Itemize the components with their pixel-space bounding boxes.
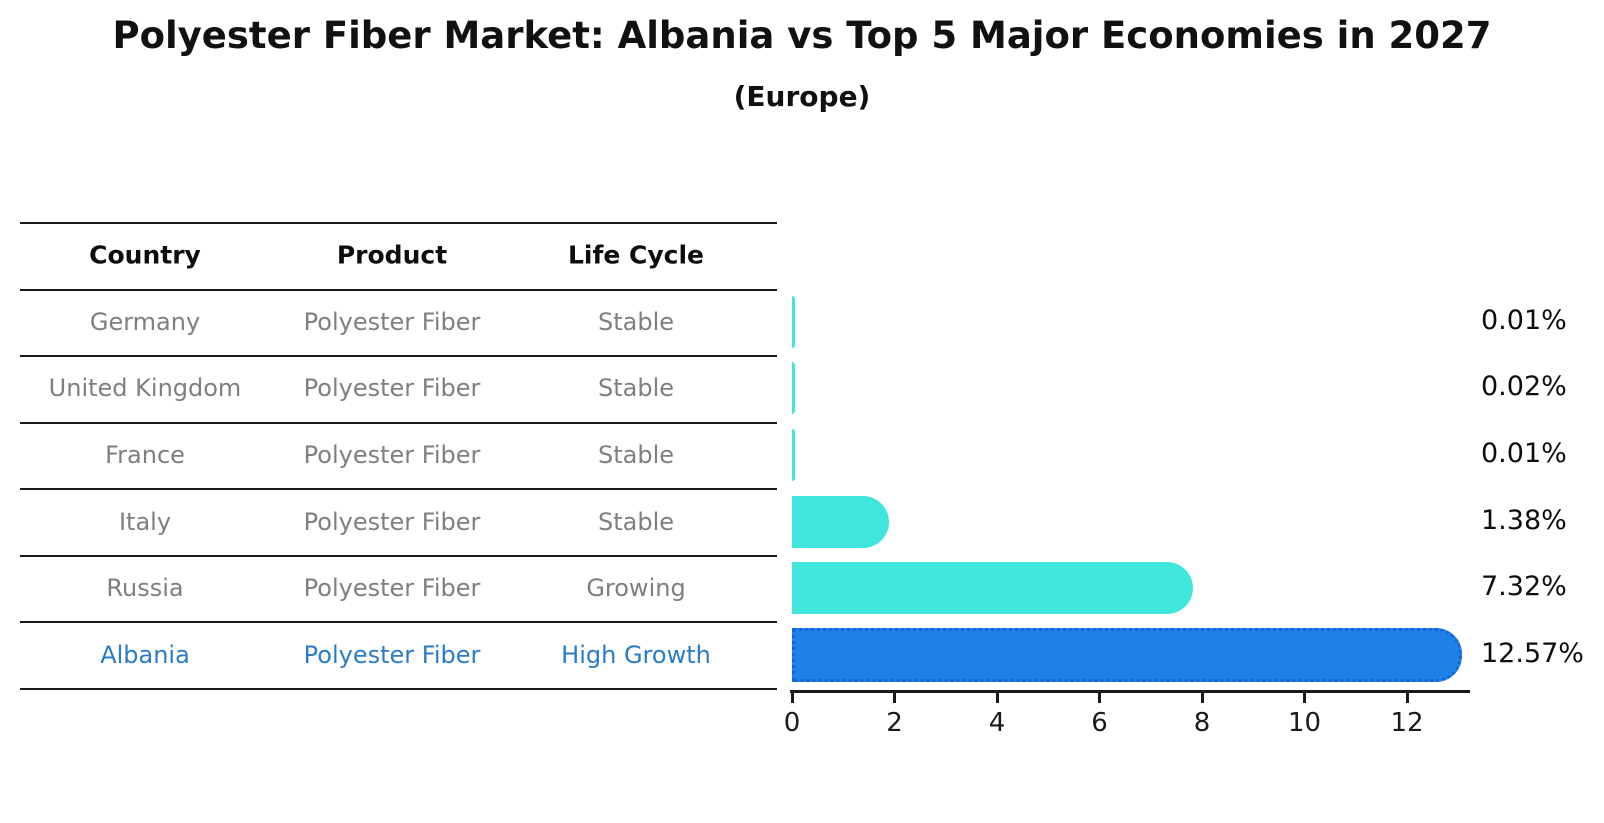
- table-cell-country-russia: Russia: [106, 574, 184, 603]
- table-cell-country-germany: Germany: [89, 307, 201, 336]
- bar-value-label-italy: 1.38%: [1481, 504, 1567, 536]
- bar-united-kingdom: [792, 362, 795, 415]
- table-cell-country-italy: Italy: [118, 507, 172, 536]
- x-axis-tick-label: 6: [1091, 708, 1108, 738]
- table-cell-life_cycle-italy: Stable: [597, 507, 675, 536]
- x-axis-tick-label: 0: [783, 708, 801, 738]
- table-cell-life_cycle-germany: Stable: [597, 307, 675, 336]
- table-cell-product-albania: Polyester Fiber: [303, 640, 481, 669]
- table-divider: [20, 687, 777, 690]
- bar-value-label-germany: 0.01%: [1481, 304, 1567, 336]
- bar-france: [792, 428, 795, 481]
- x-axis-tick-label: 4: [988, 708, 1006, 738]
- table-header-product: Product: [336, 240, 448, 270]
- x-axis-tick-label: 12: [1390, 708, 1424, 738]
- table-cell-product-russia: Polyester Fiber: [303, 574, 481, 603]
- table-cell-country-france: France: [105, 440, 185, 469]
- table-cell-product-united-kingdom: Polyester Fiber: [303, 374, 481, 403]
- bar-value-label-france: 0.01%: [1481, 437, 1567, 469]
- bar-albania: [792, 627, 1463, 682]
- table-cell-product-germany: Polyester Fiber: [303, 307, 481, 336]
- x-axis-tick: [1405, 693, 1409, 703]
- x-axis-line: [790, 690, 1470, 693]
- bar-russia: [792, 562, 1194, 615]
- x-axis-tick-label: 10: [1287, 708, 1322, 738]
- chart-subtitle: (Europe): [733, 80, 871, 113]
- x-axis-tick: [1200, 693, 1204, 703]
- table-divider: [20, 355, 777, 358]
- x-axis-tick: [1098, 693, 1101, 703]
- table-divider: [20, 421, 777, 424]
- table-divider: [20, 488, 777, 491]
- chart-title: Polyester Fiber Market: Albania vs Top 5…: [112, 14, 1492, 57]
- bar-germany: [792, 295, 795, 348]
- x-axis-tick-label: 2: [886, 708, 903, 738]
- table-header-life-cycle: Life Cycle: [567, 240, 705, 270]
- table-cell-life_cycle-russia: Growing: [586, 574, 686, 603]
- bar-value-label-russia: 7.32%: [1481, 571, 1567, 603]
- table-cell-product-italy: Polyester Fiber: [303, 507, 481, 536]
- table-divider: [20, 621, 777, 624]
- table-cell-country-albania: Albania: [100, 640, 190, 669]
- table-divider: [20, 222, 777, 224]
- table-divider: [20, 554, 777, 557]
- x-axis-tick: [790, 693, 794, 703]
- bar-value-label-united-kingdom: 0.02%: [1481, 371, 1567, 403]
- table-cell-life_cycle-united-kingdom: Stable: [597, 374, 675, 403]
- table-cell-country-united-kingdom: United Kingdom: [48, 374, 242, 403]
- x-axis-tick: [893, 693, 896, 703]
- bar-italy: [792, 495, 889, 548]
- table-divider: [20, 288, 777, 291]
- x-axis-tick: [995, 693, 999, 703]
- table-header-country: Country: [89, 240, 201, 270]
- x-axis-tick-label: 8: [1193, 708, 1211, 738]
- table-cell-product-france: Polyester Fiber: [303, 440, 481, 469]
- x-axis-tick: [1303, 693, 1306, 703]
- table-cell-life_cycle-albania: High Growth: [561, 640, 711, 669]
- table-cell-life_cycle-france: Stable: [597, 440, 675, 469]
- bar-value-label-albania: 12.57%: [1481, 637, 1584, 669]
